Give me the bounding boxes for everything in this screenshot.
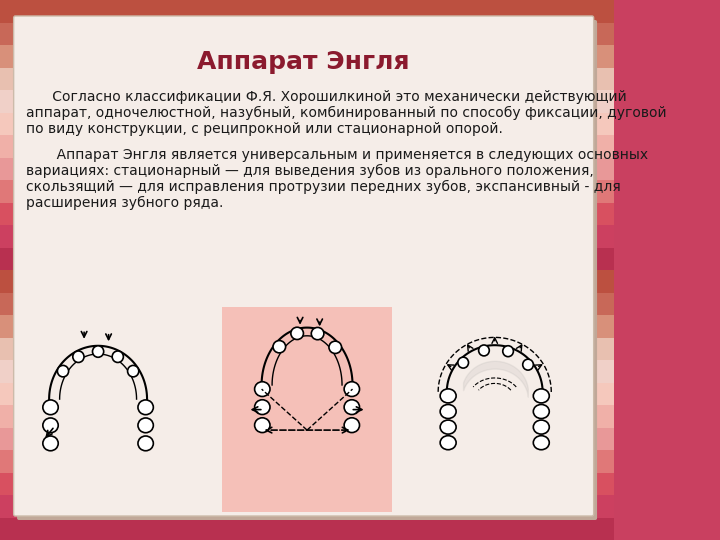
Bar <box>0 158 614 180</box>
Bar <box>0 23 614 45</box>
Ellipse shape <box>58 366 68 377</box>
Bar <box>0 90 614 112</box>
Ellipse shape <box>42 400 58 415</box>
Bar <box>0 315 614 338</box>
Text: вариациях: стационарный — для выведения зубов из орального положения,: вариациях: стационарный — для выведения … <box>26 164 593 178</box>
Bar <box>0 428 614 450</box>
Ellipse shape <box>534 436 549 450</box>
Ellipse shape <box>440 420 456 434</box>
Bar <box>0 382 614 405</box>
Ellipse shape <box>42 418 58 433</box>
Bar <box>0 472 614 495</box>
Bar <box>0 0 614 23</box>
Bar <box>0 68 614 90</box>
Ellipse shape <box>291 327 303 340</box>
Ellipse shape <box>138 400 153 415</box>
Ellipse shape <box>344 400 359 415</box>
FancyBboxPatch shape <box>14 16 594 516</box>
Ellipse shape <box>344 418 359 433</box>
Bar <box>0 405 614 428</box>
Text: Аппарат Энгля является универсальным и применяется в следующих основных: Аппарат Энгля является универсальным и п… <box>26 148 648 162</box>
Ellipse shape <box>127 366 139 377</box>
Bar <box>0 495 614 517</box>
Ellipse shape <box>534 404 549 418</box>
Ellipse shape <box>479 345 490 356</box>
FancyBboxPatch shape <box>17 20 597 520</box>
Ellipse shape <box>344 382 359 396</box>
Bar <box>0 360 614 382</box>
Bar <box>0 293 614 315</box>
Ellipse shape <box>112 351 123 362</box>
Bar <box>0 247 614 270</box>
Text: скользящий — для исправления протрузии передних зубов, экспансивный - для: скользящий — для исправления протрузии п… <box>26 180 621 194</box>
Ellipse shape <box>523 359 534 370</box>
Ellipse shape <box>440 404 456 418</box>
Bar <box>0 450 614 472</box>
Bar <box>0 338 614 360</box>
Ellipse shape <box>138 436 153 451</box>
Ellipse shape <box>440 389 456 403</box>
Bar <box>0 517 614 540</box>
Ellipse shape <box>73 351 84 362</box>
Text: Согласно классификации Ф.Я. Хорошилкиной это механически действующий: Согласно классификации Ф.Я. Хорошилкиной… <box>26 90 626 104</box>
Ellipse shape <box>534 420 549 434</box>
Ellipse shape <box>273 341 286 353</box>
Bar <box>222 307 392 512</box>
Ellipse shape <box>255 400 270 415</box>
Bar <box>0 180 614 202</box>
Ellipse shape <box>534 389 549 403</box>
Text: аппарат, одночелюстной, назубный, комбинированный по способу фиксации, дуговой: аппарат, одночелюстной, назубный, комбин… <box>26 106 666 120</box>
Ellipse shape <box>42 436 58 451</box>
Ellipse shape <box>138 418 153 433</box>
Bar <box>0 270 614 293</box>
Ellipse shape <box>503 346 513 356</box>
Ellipse shape <box>440 436 456 450</box>
Ellipse shape <box>92 346 104 357</box>
Bar <box>0 135 614 158</box>
Ellipse shape <box>255 382 270 396</box>
Text: расширения зубного ряда.: расширения зубного ряда. <box>26 196 223 210</box>
Ellipse shape <box>255 418 270 433</box>
Bar <box>0 202 614 225</box>
Text: Аппарат Энгля: Аппарат Энгля <box>197 50 410 74</box>
Text: по виду конструкции, с реципрокной или стационарной опорой.: по виду конструкции, с реципрокной или с… <box>26 122 503 136</box>
Bar <box>0 112 614 135</box>
Ellipse shape <box>458 357 469 368</box>
Ellipse shape <box>329 341 341 354</box>
Bar <box>0 225 614 247</box>
Ellipse shape <box>311 327 324 340</box>
Bar <box>0 45 614 68</box>
